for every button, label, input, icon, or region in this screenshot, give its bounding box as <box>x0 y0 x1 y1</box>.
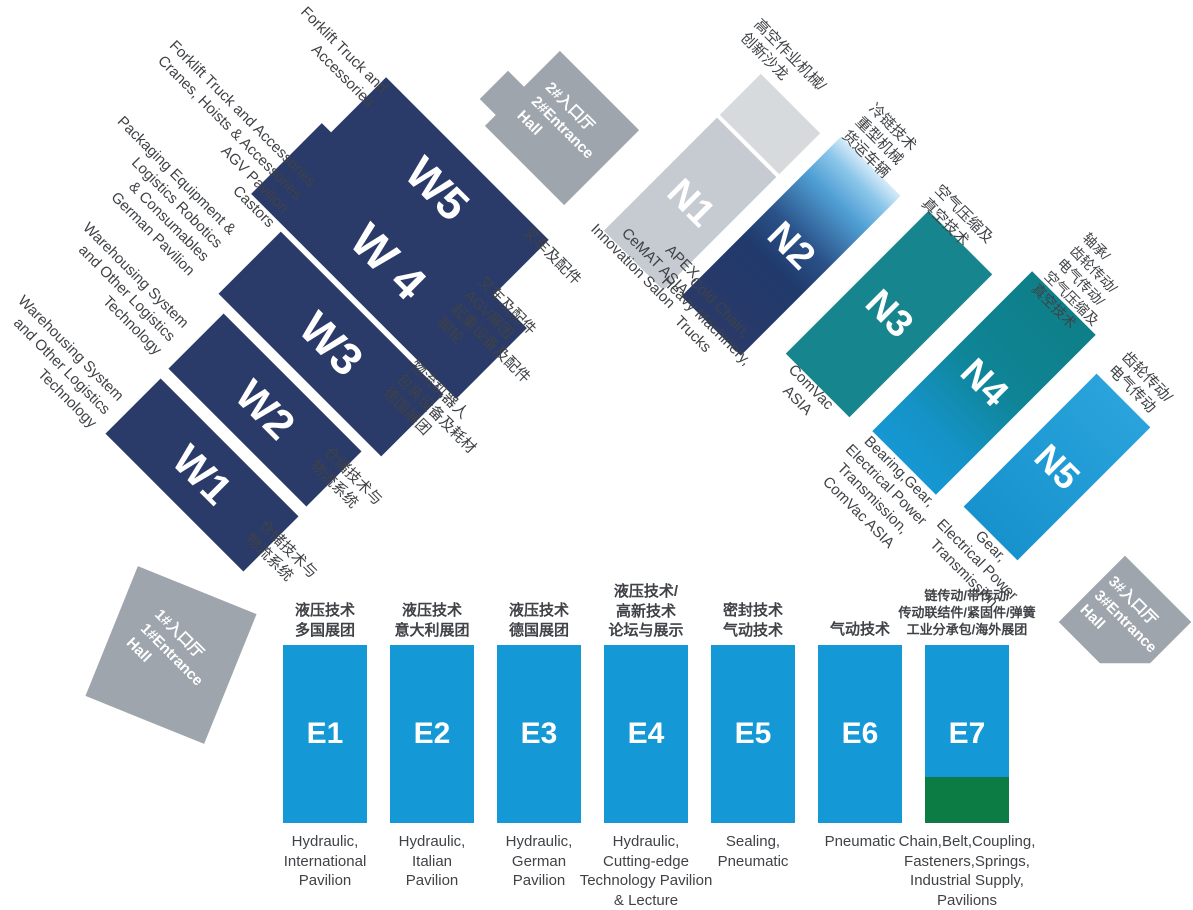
hall-e5-label: E5 <box>734 717 772 750</box>
hall-n1-label: N1 <box>658 171 723 236</box>
hall-e2-label: E2 <box>413 717 451 750</box>
hall-n5-label: N5 <box>1026 435 1089 498</box>
entrance-hall-1: 1#入口厅 1#Entrance Hall <box>85 566 257 744</box>
label-e6-bottom: Pneumatic <box>824 833 896 850</box>
hall-e7-label: E7 <box>948 717 986 750</box>
hall-w5-label: W5 <box>395 146 480 231</box>
label-e4-top: 液压技术/高新技术 论坛与展示 <box>608 583 684 639</box>
label-e2-bottom: Hydraulic, Italian Pavilion <box>398 833 466 889</box>
hall-e4: E4 <box>604 645 688 823</box>
hall-w3-label: W3 <box>289 301 374 386</box>
entrance-hall-3: 3#入口厅 3#Entrance Hall <box>1059 556 1192 689</box>
entrance-hall-1-label: 1#入口厅 1#Entrance Hall <box>122 606 207 690</box>
hall-n3-label: N3 <box>857 281 922 346</box>
label-e7-top: 链传动/带传动/传动联结件/紧固件/弹簧 工业分承包/海外展团 <box>898 588 1036 637</box>
hall-e1-label: E1 <box>306 717 344 750</box>
label-e1-bottom: Hydraulic, International Pavilion <box>283 833 367 889</box>
hall-e7: E7 <box>925 645 1009 823</box>
label-w5-en: Forklift Truck and Accessories <box>297 3 391 111</box>
label-e5-bottom: Sealing, Pneumatic <box>717 833 789 870</box>
hall-e5: E5 <box>711 645 795 823</box>
label-e1-top: 液压技术 多国展团 <box>294 602 356 639</box>
label-e6-top: 气动技术 <box>829 621 891 638</box>
hall-e6-label: E6 <box>841 717 879 750</box>
label-e4-bottom: Hydraulic, Cutting-edge Technology Pavilio… <box>579 833 713 909</box>
label-e5-top: 密封技术 气动技术 <box>722 602 784 639</box>
hall-e4-label: E4 <box>627 717 665 750</box>
hall-e3-label: E3 <box>520 717 558 750</box>
entrance-hall-2-label: 2#入口厅 2#Entrance Hall <box>513 79 598 163</box>
hall-n2-label: N2 <box>759 213 824 278</box>
hall-e7-green-section <box>925 777 1009 823</box>
hall-e6: E6 <box>818 645 902 823</box>
hall-e3: E3 <box>497 645 581 823</box>
label-e3-top: 液压技术 德国展团 <box>508 602 570 639</box>
hall-e1: E1 <box>283 645 367 823</box>
hall-w2-label: W2 <box>226 370 305 449</box>
label-e2-top: 液压技术 意大利展团 <box>394 602 470 639</box>
hall-e2: E2 <box>390 645 474 823</box>
label-e7-bottom: Chain,Belt,Coupling, Fasteners,Springs, In… <box>898 833 1036 909</box>
entrance-hall-3-label: 3#入口厅 3#Entrance Hall <box>1076 573 1161 657</box>
label-e3-bottom: Hydraulic, German Pavilion <box>505 833 573 889</box>
hall-n4-label: N4 <box>952 350 1017 415</box>
hall-w1-label: W1 <box>163 435 242 514</box>
